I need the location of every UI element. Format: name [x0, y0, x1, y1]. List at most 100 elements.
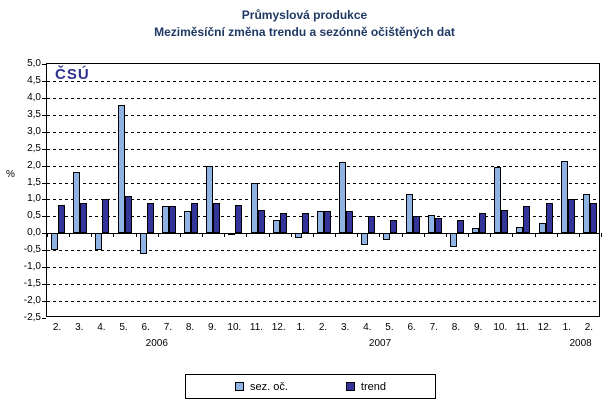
y-axis-label: 3,0 — [27, 125, 41, 137]
bar-sez-oc — [51, 233, 59, 251]
x-axis-tick — [357, 233, 359, 238]
x-axis-tick — [401, 233, 403, 238]
y-axis-tick — [42, 318, 46, 319]
x-axis-year-label: 2006 — [145, 338, 168, 349]
bar-trend — [301, 213, 309, 234]
x-axis-tick — [157, 233, 159, 238]
chart-title-line2: Meziměsíční změna trendu a sezónně očišt… — [154, 25, 455, 39]
plot-area: ČSÚ — [42, 63, 602, 319]
x-axis-label: 8. — [451, 322, 461, 333]
bar-trend — [412, 216, 420, 234]
bar-sez-oc — [405, 194, 413, 234]
x-axis-tick — [202, 233, 204, 238]
x-axis-label: 11. — [249, 322, 264, 333]
legend-label-sez-oc: sez. oč. — [250, 380, 288, 393]
x-axis-label: 7. — [429, 322, 438, 333]
bar-trend — [545, 202, 553, 234]
bar-trend — [257, 209, 265, 234]
y-axis-label: -1,0 — [23, 261, 41, 273]
bar-sez-oc — [516, 226, 524, 234]
bar-trend — [346, 211, 354, 234]
bar-sez-oc — [361, 233, 369, 246]
y-axis-label: 4,0 — [27, 91, 41, 103]
x-axis-label: 1. — [562, 322, 571, 333]
gridline — [47, 301, 599, 303]
bar-trend — [390, 219, 398, 234]
legend-swatch-sez-oc-icon — [235, 382, 244, 391]
y-axis-tick — [42, 301, 46, 303]
x-axis-tick — [379, 233, 381, 238]
bar-trend — [501, 209, 509, 234]
x-axis-year-label: 2007 — [368, 338, 392, 349]
y-axis-label: -2,0 — [23, 295, 41, 307]
bar-sez-oc — [250, 182, 258, 234]
x-axis-tick — [246, 233, 248, 238]
zero-axis-line — [47, 233, 599, 235]
y-axis-tick — [42, 165, 46, 167]
x-axis-label: 10. — [493, 322, 508, 333]
bar-sez-oc — [139, 233, 147, 254]
y-axis-tick — [42, 267, 46, 269]
bar-sez-oc — [560, 160, 568, 234]
bar-sez-oc — [95, 233, 103, 251]
x-axis-label: 12. — [537, 322, 552, 333]
gridline — [47, 182, 599, 184]
x-axis-label: 5. — [119, 322, 128, 333]
x-axis-label: 9. — [473, 322, 483, 333]
y-axis-tick — [42, 131, 46, 133]
bar-sez-oc — [317, 211, 324, 234]
bar-trend — [168, 206, 176, 234]
x-axis-tick — [335, 233, 337, 238]
bar-sez-oc — [494, 167, 502, 234]
bar-sez-oc — [272, 219, 280, 234]
bar-sez-oc — [383, 233, 391, 241]
bar-trend — [567, 199, 575, 234]
x-axis-label: 10. — [227, 322, 242, 333]
bar-sez-oc — [582, 194, 590, 234]
legend-box: sez. oč. trend — [185, 374, 436, 399]
gridline — [47, 267, 599, 269]
x-axis-label: 5. — [385, 322, 394, 333]
x-axis-label: 2. — [318, 322, 328, 333]
y-axis-tick — [42, 284, 46, 286]
gridline — [47, 97, 599, 99]
y-axis-unit-label: % — [6, 169, 15, 180]
bar-trend — [279, 213, 287, 234]
y-axis-tick — [42, 64, 46, 65]
x-axis-label: 2. — [52, 322, 62, 333]
gridline — [47, 165, 599, 167]
y-axis-tick — [42, 97, 46, 99]
x-axis-tick — [91, 233, 93, 238]
bar-sez-oc — [472, 228, 480, 234]
y-axis-label: 1,5 — [27, 176, 41, 188]
chart-title: Průmyslová produkce Meziměsíční změna tr… — [0, 7, 609, 41]
x-axis-tick — [179, 233, 181, 238]
x-axis-label: 7. — [163, 322, 173, 333]
x-axis-label: 1. — [296, 322, 305, 333]
bar-sez-oc — [538, 223, 546, 234]
bar-sez-oc — [294, 233, 302, 239]
x-axis-label: 6. — [141, 322, 150, 333]
x-axis-tick — [224, 233, 226, 238]
x-axis-tick — [556, 233, 558, 238]
bar-trend — [235, 204, 243, 234]
y-axis-label: 3,5 — [27, 108, 41, 120]
bar-sez-oc — [206, 165, 214, 234]
y-axis-label: 4,5 — [27, 74, 41, 86]
legend-item-sez-oc: sez. oč. — [235, 381, 288, 393]
gridline — [47, 80, 599, 82]
legend-item-trend: trend — [345, 380, 386, 393]
y-axis-tick — [42, 114, 46, 116]
bar-sez-oc — [449, 233, 457, 247]
legend-label-trend: trend — [360, 380, 386, 393]
y-axis-label: 2,5 — [27, 142, 41, 154]
bar-trend — [146, 202, 154, 234]
bar-trend — [191, 202, 199, 234]
x-axis-tick — [512, 233, 514, 238]
bar-trend — [589, 202, 597, 234]
x-axis-tick — [47, 233, 48, 238]
x-axis-tick — [534, 233, 536, 238]
x-axis-label: 3. — [75, 322, 84, 333]
gridline — [47, 199, 599, 201]
bar-trend — [80, 202, 88, 234]
